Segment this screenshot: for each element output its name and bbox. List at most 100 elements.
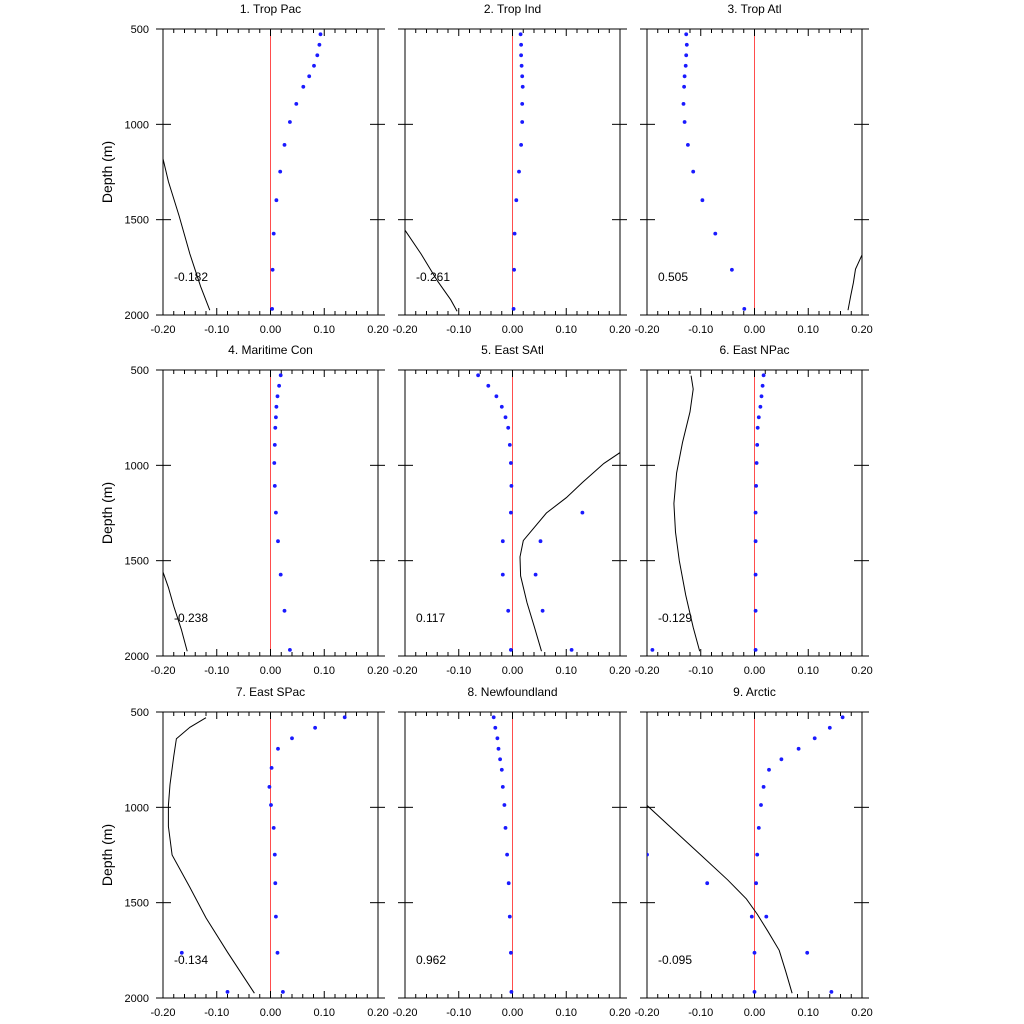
y-tick-label: 500 xyxy=(131,24,149,36)
x-tick-label: 0.00 xyxy=(260,665,281,677)
panel-data xyxy=(167,715,347,994)
data-point xyxy=(301,84,306,89)
data-point xyxy=(691,169,696,174)
data-point xyxy=(713,231,718,236)
x-tick-label: -0.10 xyxy=(204,1007,229,1019)
y-axis-label: Depth (m) xyxy=(99,141,115,203)
data-point xyxy=(512,231,517,236)
data-point xyxy=(225,990,230,994)
x-tick-label: -0.20 xyxy=(392,324,417,336)
panel-data xyxy=(163,373,292,652)
data-point xyxy=(756,826,761,830)
data-point xyxy=(499,767,504,772)
data-point xyxy=(519,63,524,68)
panel-data xyxy=(163,32,323,311)
correlation-annotation: -0.134 xyxy=(174,953,208,967)
data-point xyxy=(540,608,545,613)
data-point xyxy=(753,608,758,613)
data-point xyxy=(511,307,516,311)
data-point xyxy=(700,198,705,203)
data-point xyxy=(503,826,508,830)
data-point xyxy=(730,267,734,272)
panel-title: 1. Trop Pac xyxy=(240,2,301,16)
data-point xyxy=(755,443,760,447)
x-tick-label: 0.10 xyxy=(556,1007,577,1019)
data-point xyxy=(681,102,686,106)
x-tick-label: -0.10 xyxy=(688,665,713,677)
data-point xyxy=(507,914,512,919)
correlation-annotation: -0.182 xyxy=(174,270,208,284)
data-point xyxy=(273,425,278,430)
data-point xyxy=(754,484,758,488)
data-point xyxy=(684,42,689,47)
panel-7: 7. East SPac -0.20 -0.10 0.00 0.10 0.20 500 100… xyxy=(99,685,389,1019)
x-tick-label: 0.20 xyxy=(367,1007,388,1019)
profile-line xyxy=(847,254,862,311)
panel-frame xyxy=(646,28,863,316)
data-point xyxy=(274,415,278,420)
x-tick-label: 0.20 xyxy=(851,324,872,336)
profile-line xyxy=(647,805,793,994)
data-point xyxy=(756,415,761,420)
x-tick-label: -0.20 xyxy=(150,1007,175,1019)
data-point xyxy=(520,74,525,79)
data-point xyxy=(506,425,511,430)
x-tick-label: 0.00 xyxy=(502,324,523,336)
data-point xyxy=(274,404,279,409)
data-point xyxy=(682,84,686,89)
y-axis-label: Depth (m) xyxy=(99,824,115,886)
data-point xyxy=(752,990,757,994)
data-point xyxy=(509,510,513,515)
panel-9: 9. Arctic -0.20 -0.10 0.00 0.10 0.20 -0.095 xyxy=(634,685,872,1019)
data-point xyxy=(498,757,502,762)
panel-5: 5. East SAtl -0.20 -0.10 0.00 0.10 0.20 0.117 xyxy=(392,343,630,677)
data-point xyxy=(509,484,514,488)
data-point xyxy=(294,102,299,106)
correlation-annotation: -0.238 xyxy=(174,611,208,625)
y-tick-label: 2000 xyxy=(125,651,149,663)
data-point xyxy=(500,785,505,789)
data-point xyxy=(500,539,505,544)
data-point xyxy=(275,950,280,955)
panel-data xyxy=(650,373,766,652)
data-point xyxy=(520,102,525,106)
panel-data xyxy=(476,373,620,652)
data-point xyxy=(288,120,292,124)
x-tick-label: -0.20 xyxy=(634,324,659,336)
data-point xyxy=(755,852,760,857)
data-point xyxy=(307,74,312,79)
data-point xyxy=(752,950,757,955)
data-point xyxy=(684,53,689,58)
x-tick-label: -0.10 xyxy=(688,1007,713,1019)
data-point xyxy=(829,990,834,994)
data-point xyxy=(491,715,496,720)
x-tick-label: 0.20 xyxy=(367,665,388,677)
panel-title: 2. Trop Ind xyxy=(484,2,541,16)
profile-line xyxy=(163,158,211,311)
x-tick-label: 0.00 xyxy=(260,1007,281,1019)
data-point xyxy=(276,539,280,544)
correlation-annotation: 0.117 xyxy=(416,611,445,625)
data-point xyxy=(796,746,801,751)
data-point xyxy=(759,803,763,807)
data-point xyxy=(569,648,574,652)
data-point xyxy=(281,990,285,994)
y-axis-label: Depth (m) xyxy=(99,482,115,544)
data-point xyxy=(520,84,525,89)
x-tick-label: 0.20 xyxy=(609,1007,630,1019)
profile-line xyxy=(673,375,701,652)
data-point xyxy=(512,267,516,272)
panel-frame xyxy=(646,369,863,657)
data-point xyxy=(288,648,292,652)
panel-title: 6. East NPac xyxy=(719,343,789,357)
data-point xyxy=(759,394,764,399)
x-tick-label: 0.00 xyxy=(744,1007,765,1019)
panel-2: 2. Trop Ind -0.20 -0.10 0.00 0.10 0.20 -0.261 xyxy=(392,2,630,336)
data-point xyxy=(315,53,320,58)
panel-4: 4. Maritime Con -0.20 -0.10 0.00 0.10 0.20 500… xyxy=(99,343,389,677)
data-point xyxy=(179,950,184,955)
x-tick-label: 0.10 xyxy=(314,665,335,677)
data-point xyxy=(476,373,480,378)
correlation-annotation: -0.095 xyxy=(658,953,692,967)
data-point xyxy=(805,950,810,955)
